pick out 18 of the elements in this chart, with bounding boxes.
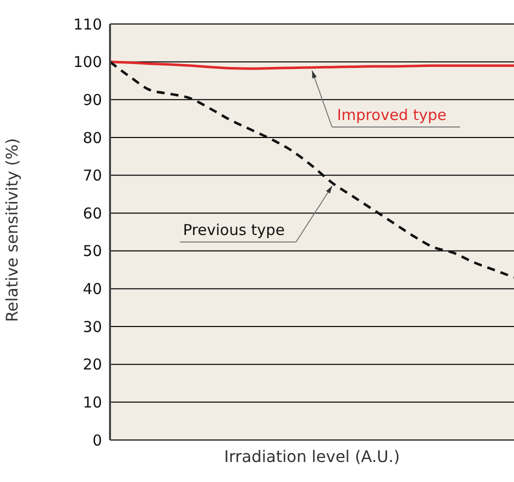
y-tick-label: 10 [82, 394, 102, 412]
y-tick-label: 60 [82, 204, 102, 222]
x-axis-title: Irradiation level (A.U.) [224, 447, 400, 466]
y-tick-label: 50 [82, 242, 102, 260]
y-tick-label: 70 [82, 166, 102, 185]
y-tick-label: 100 [73, 53, 102, 72]
y-tick-label: 40 [82, 280, 102, 298]
y-tick-label: 80 [82, 128, 102, 147]
y-tick-label: 90 [82, 90, 102, 109]
line-series [108, 60, 514, 279]
y-tick-label: 0 [92, 431, 102, 450]
y-axis-title: Relative sensitivity (%) [2, 138, 22, 322]
y-tick-label: 110 [73, 15, 102, 34]
y-tick-label: 30 [82, 318, 102, 336]
y-tick-label: 20 [82, 356, 102, 374]
text: Previous type [183, 221, 285, 239]
line-series [108, 60, 514, 70]
text: Improved type [337, 106, 446, 124]
